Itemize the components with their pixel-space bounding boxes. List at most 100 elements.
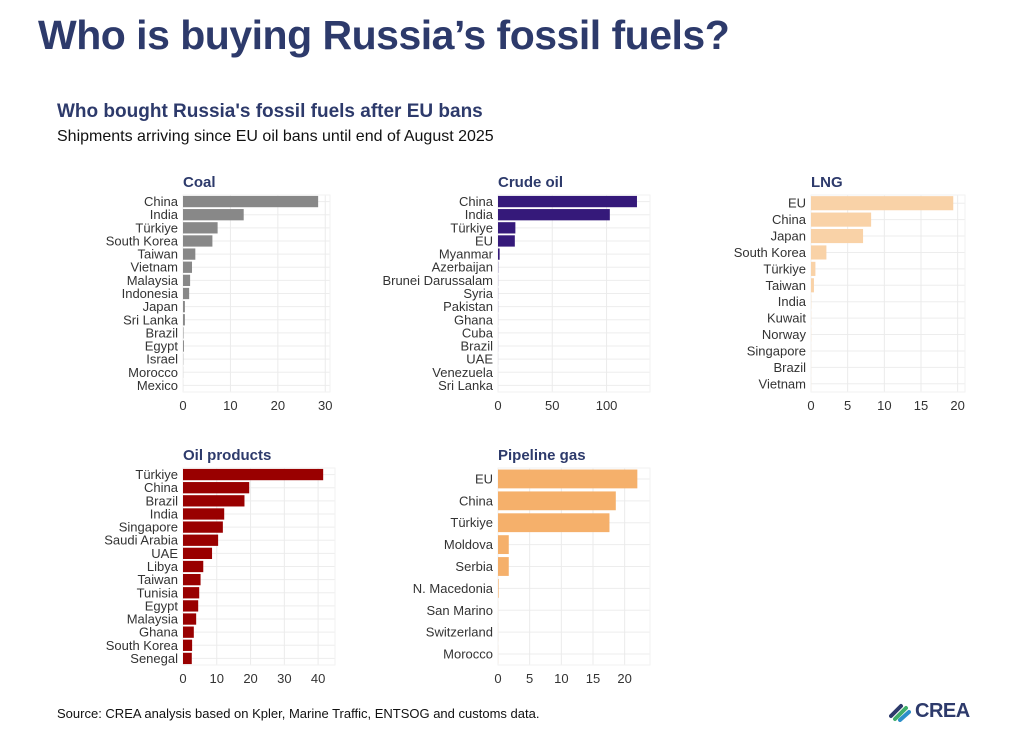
panel-title: Coal <box>183 174 216 191</box>
category-label: Türkiye <box>450 515 493 530</box>
bar <box>183 600 199 612</box>
source-note: Source: CREA analysis based on Kpler, Ma… <box>57 706 540 721</box>
crea-logo: CREA <box>889 700 970 723</box>
category-label: EU <box>788 196 806 211</box>
category-label: South Korea <box>106 638 179 653</box>
bar <box>183 626 194 638</box>
bar <box>183 314 185 326</box>
bar <box>183 495 245 507</box>
bar <box>183 300 185 313</box>
category-label: Cuba <box>462 325 494 340</box>
category-label: Türkiye <box>763 261 806 276</box>
bar <box>183 508 225 520</box>
category-label: Morocco <box>128 365 178 380</box>
x-tick-label: 10 <box>223 398 237 413</box>
bar <box>498 195 637 208</box>
category-label: Venezuela <box>432 365 493 380</box>
x-tick-label: 20 <box>617 671 631 686</box>
category-label: Singapore <box>119 520 178 535</box>
bar <box>183 274 191 287</box>
category-label: Morocco <box>443 647 493 662</box>
x-tick-label: 40 <box>311 671 325 686</box>
category-label: China <box>459 493 494 508</box>
x-tick-label: 0 <box>179 671 186 686</box>
category-label: Egypt <box>145 339 179 354</box>
x-tick-label: 10 <box>210 671 224 686</box>
bar <box>183 652 192 665</box>
panel-oil-products: Oil products 0 10 20 30 40 TürkiyeChinaBrazilI… <box>104 447 336 686</box>
category-label: Kuwait <box>767 311 806 326</box>
bar <box>183 209 244 221</box>
category-label: Libya <box>147 559 179 574</box>
category-label: Israel <box>146 352 178 367</box>
category-label: San Marino <box>427 603 493 618</box>
category-label: N. Macedonia <box>413 581 494 596</box>
category-label: South Korea <box>734 245 807 260</box>
category-label: Malaysia <box>127 273 179 288</box>
category-label: EU <box>475 471 493 486</box>
bar <box>183 521 223 533</box>
category-label: UAE <box>151 546 178 561</box>
x-tick-label: 20 <box>271 398 285 413</box>
plot-border <box>810 194 966 393</box>
category-label: China <box>772 212 807 227</box>
category-label: Türkiye <box>135 220 178 235</box>
category-label: Indonesia <box>122 286 179 301</box>
category-label: Syria <box>463 286 493 301</box>
category-label: Serbia <box>455 559 493 574</box>
bar <box>183 639 193 651</box>
x-tick-label: 15 <box>586 671 600 686</box>
category-label: Malaysia <box>127 612 179 627</box>
panel-crude-oil: Crude oil 0 50 100 ChinaIndiaTürkiyeEUMyanma… <box>382 174 651 413</box>
category-label: Brazil <box>145 493 178 508</box>
category-label: Tunisia <box>137 585 179 600</box>
category-label: Moldova <box>444 537 494 552</box>
category-label: India <box>150 207 179 222</box>
bar <box>498 248 500 260</box>
bar <box>498 557 509 576</box>
bar <box>498 209 610 221</box>
category-label: Switzerland <box>426 625 493 640</box>
category-label: Azerbaijan <box>432 260 493 275</box>
x-tick-label: 100 <box>596 398 618 413</box>
bar <box>183 573 201 586</box>
bar <box>811 228 864 244</box>
bar <box>183 340 184 352</box>
bar <box>183 287 190 300</box>
bar <box>811 278 814 293</box>
category-label: Japan <box>771 229 806 244</box>
category-label: Pakistan <box>443 299 493 314</box>
x-tick-label: 10 <box>877 398 891 413</box>
category-label: Taiwan <box>138 247 178 262</box>
x-tick-label: 20 <box>950 398 964 413</box>
panel-title: Pipeline gas <box>498 447 586 464</box>
category-label: India <box>465 207 494 222</box>
category-label: India <box>150 506 179 521</box>
x-tick-label: 0 <box>494 398 501 413</box>
category-label: Norway <box>762 327 807 342</box>
category-label: Sri Lanka <box>123 312 179 327</box>
x-tick-label: 0 <box>807 398 814 413</box>
category-label: Taiwan <box>766 278 806 293</box>
category-label: Myanmar <box>439 247 494 262</box>
category-label: UAE <box>466 352 493 367</box>
bar <box>183 560 204 573</box>
bar <box>183 261 193 273</box>
bar <box>498 535 509 555</box>
category-label: Senegal <box>130 651 178 666</box>
bar <box>183 248 196 260</box>
category-label: China <box>459 194 494 209</box>
bar <box>498 235 515 247</box>
x-tick-label: 50 <box>545 398 559 413</box>
category-label: Brazil <box>145 325 178 340</box>
panel-title: Crude oil <box>498 174 563 191</box>
category-label: Egypt <box>145 598 179 613</box>
x-tick-label: 20 <box>243 671 257 686</box>
category-label: Mexico <box>137 378 178 393</box>
category-label: India <box>778 294 807 309</box>
category-label: Saudi Arabia <box>104 533 178 548</box>
category-label: Brunei Darussalam <box>382 273 493 288</box>
category-label: EU <box>475 233 493 248</box>
